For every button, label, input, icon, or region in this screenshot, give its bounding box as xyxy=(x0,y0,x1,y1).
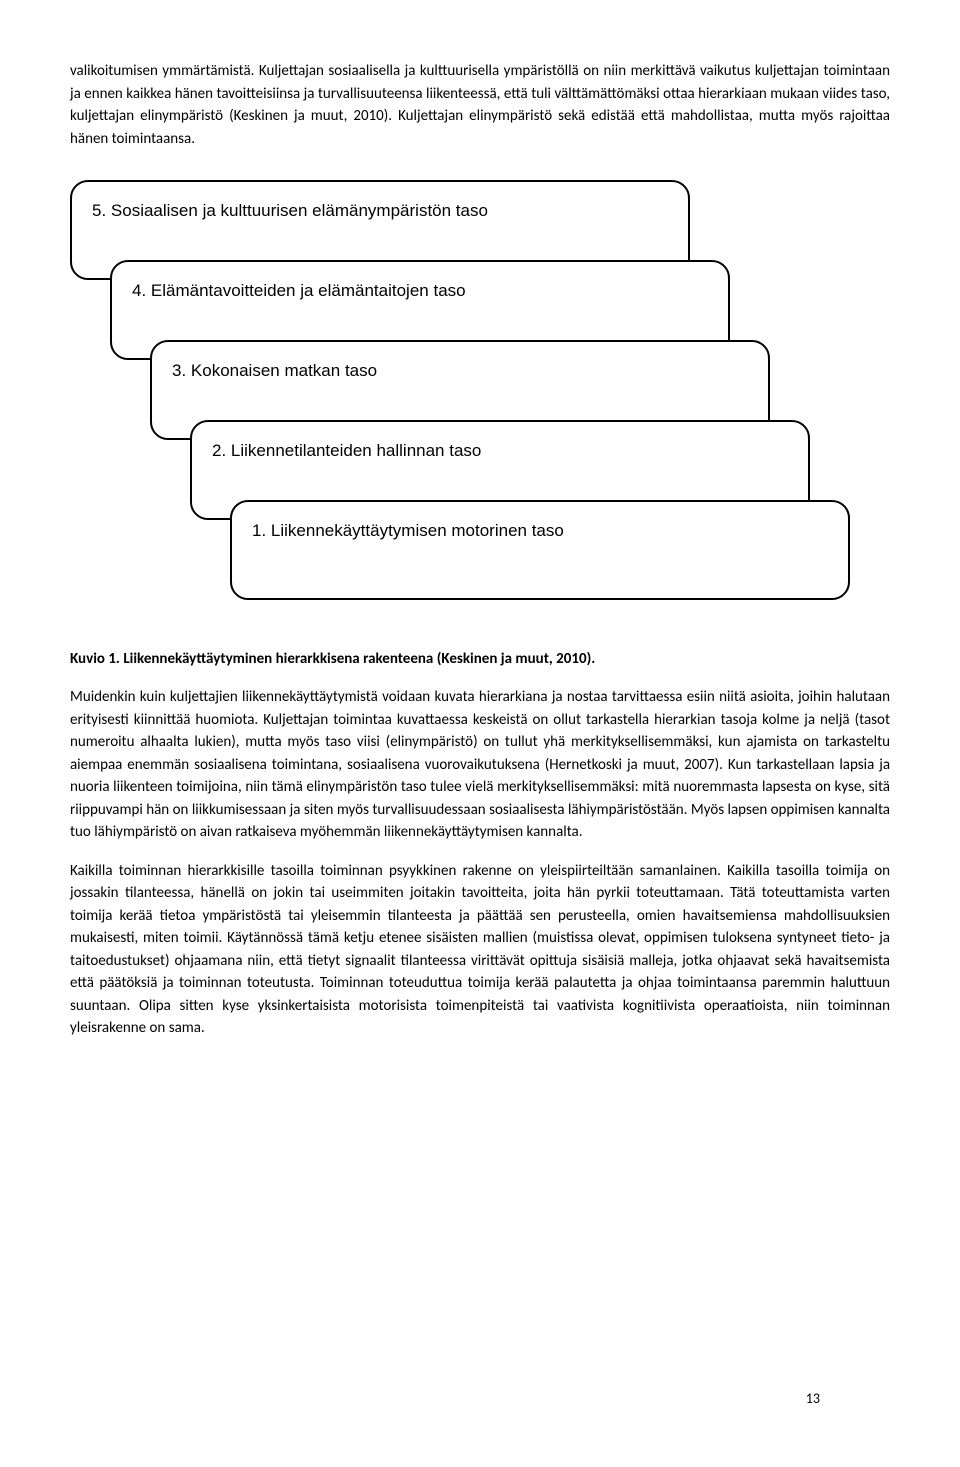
hierarchy-box-label: 5. Sosiaalisen ja kulttuurisen elämänymp… xyxy=(92,200,668,222)
intro-paragraph: valikoitumisen ymmärtämistä. Kuljettajan… xyxy=(70,60,890,150)
body-paragraph-2: Muidenkin kuin kuljettajien liikennekäyt… xyxy=(70,686,890,844)
hierarchy-diagram: 5. Sosiaalisen ja kulttuurisen elämänymp… xyxy=(70,180,890,620)
hierarchy-box-label: 4. Elämäntavoitteiden ja elämäntaitojen … xyxy=(132,280,708,302)
hierarchy-box-label: 1. Liikennekäyttäytymisen motorinen taso xyxy=(252,520,828,542)
body-paragraph-3: Kaikilla toiminnan hierarkkisille tasoil… xyxy=(70,860,890,1040)
hierarchy-box-1: 1. Liikennekäyttäytymisen motorinen taso xyxy=(230,500,850,600)
hierarchy-box-label: 3. Kokonaisen matkan taso xyxy=(172,360,748,382)
hierarchy-box-label: 2. Liikennetilanteiden hallinnan taso xyxy=(212,440,788,462)
figure-caption: Kuvio 1. Liikennekäyttäytyminen hierarkk… xyxy=(70,650,890,668)
page-number: 13 xyxy=(806,1390,820,1407)
